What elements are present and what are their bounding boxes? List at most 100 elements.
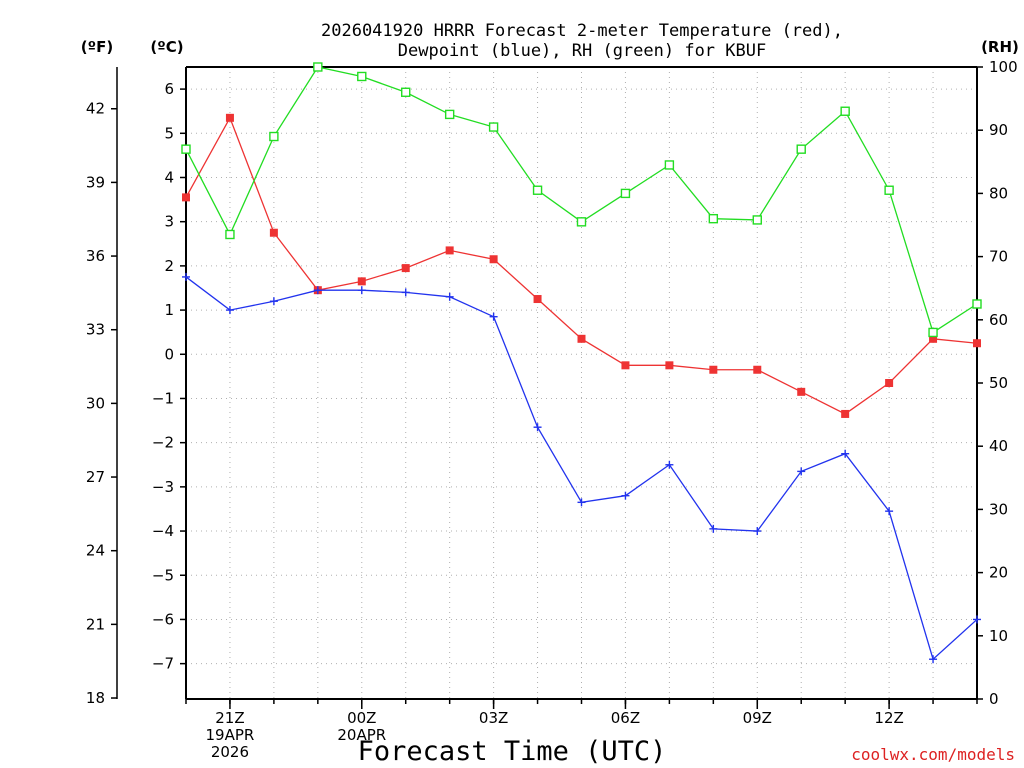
dewpoint-point [182,272,190,281]
temperature-point [929,334,938,343]
temperature-point [841,409,850,418]
x-tick-label: 12Z [874,709,903,727]
fahrenheit-tick-label: 33 [86,321,105,339]
dewpoint-point [533,423,542,432]
x-axis-label: Forecast Time (UTC) [358,736,667,767]
x-tick-label: 19APR [206,726,255,744]
rh-point [884,185,894,195]
rh-point [181,144,191,154]
chart-title-line1: 2026041920 HRRR Forecast 2-meter Tempera… [321,21,843,41]
temperature-point [445,246,454,255]
celsius-tick-label: −7 [152,655,174,673]
dewpoint-series [182,272,981,664]
rh-point [620,188,631,199]
rh-tick-label: 0 [989,690,999,708]
celsius-tick-label: 0 [164,345,174,363]
celsius-tick-label: −5 [152,566,174,584]
rh-point [225,229,235,240]
celsius-tick-label: −1 [152,389,174,407]
temperature-point [533,295,542,304]
x-tick-label: 20APR [337,726,386,744]
rh-point [972,299,982,309]
axes [111,66,983,709]
rh-tick-label: 10 [989,627,1008,645]
rh-tick-label: 30 [989,500,1008,518]
rh-series [181,62,982,338]
rh-point [313,62,323,72]
celsius-tick-label: −6 [152,610,174,628]
temperature-point [885,379,894,387]
rh-axis-unit: (RH) [981,38,1019,56]
rh-tick-label: 20 [989,564,1008,582]
fahrenheit-tick-label: 39 [86,173,105,191]
fahrenheit-axis-unit: (ºF) [81,38,113,56]
fahrenheit-tick-label: 18 [86,689,105,707]
temperature-point [753,365,762,374]
celsius-tick-label: 4 [164,168,174,186]
celsius-tick-label: 5 [164,124,174,142]
temperature-point [709,365,718,374]
rh-point [444,109,455,120]
rh-point [840,106,850,116]
rh-point [928,327,938,338]
temperature-point [225,113,234,122]
x-tick-label: 2026 [211,743,249,761]
x-tick-label: 06Z [611,709,640,727]
dewpoint-point [357,286,366,295]
dewpoint-point [797,467,806,476]
temperature-point [401,264,410,273]
temperature-point [797,387,806,396]
x-tick-label: 09Z [743,709,772,727]
celsius-tick-label: −3 [152,478,174,496]
dewpoint-point [621,491,630,500]
dewpoint-point [489,312,498,321]
chart-title-line2: Dewpoint (blue), RH (green) for KBUF [398,41,766,61]
grid-lines [186,67,977,699]
tick-labels: −7 −6 −5 −4 −3 −2 −1 0 1 2 3 4 5 6 18 21 24 27 30 33 36 39 42 0… [86,58,1018,761]
rh-tick-label: 100 [989,58,1018,76]
credit-text: coolwx.com/models [851,745,1015,764]
dewpoint-point [225,306,234,315]
rh-point [401,87,411,97]
rh-tick-label: 90 [989,121,1008,139]
temperature-point [269,228,278,237]
celsius-axis-unit: (ºC) [150,38,183,56]
dewpoint-point [885,507,894,516]
x-tick-label: 00Z [347,709,376,727]
rh-point [576,217,587,227]
rh-point [357,71,367,82]
dewpoint-point [313,286,322,295]
celsius-tick-label: −2 [152,434,174,452]
fahrenheit-tick-label: 36 [86,247,105,265]
data-series [181,62,982,664]
rh-point [532,185,543,195]
rh-point [708,213,719,224]
x-tick-label: 03Z [479,709,508,727]
fahrenheit-tick-label: 24 [86,542,105,560]
x-tick-label: 21Z [215,709,244,727]
rh-tick-label: 70 [989,248,1008,266]
dewpoint-point [665,460,674,469]
dewpoint-point [269,297,278,306]
rh-tick-label: 80 [989,184,1008,202]
temperature-point [577,334,586,343]
dewpoint-point [973,615,981,624]
dewpoint-point [753,527,762,536]
rh-tick-label: 60 [989,311,1008,329]
celsius-tick-label: 1 [164,301,174,319]
rh-tick-label: 40 [989,437,1008,455]
dewpoint-point [401,288,410,297]
dewpoint-point [841,449,850,458]
temperature-point [665,361,674,370]
celsius-tick-label: 6 [164,80,174,98]
fahrenheit-tick-label: 42 [86,100,105,118]
rh-point [752,215,762,225]
dewpoint-point [709,524,718,533]
celsius-tick-label: −4 [152,522,174,540]
rh-point [269,131,279,142]
fahrenheit-tick-label: 30 [86,394,105,412]
temperature-point [182,193,190,202]
rh-point [488,122,499,132]
